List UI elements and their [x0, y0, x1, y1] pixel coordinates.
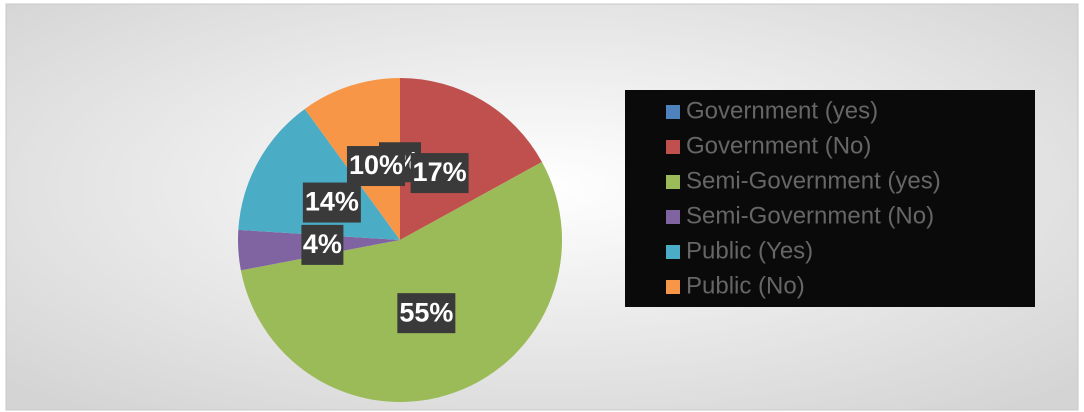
legend-label: Government (No) — [686, 132, 871, 159]
legend-box — [625, 90, 1035, 307]
data-label: 10% — [349, 150, 403, 180]
data-label: 4% — [303, 229, 342, 259]
legend-label: Semi-Government (yes) — [686, 167, 941, 194]
data-label-box — [397, 293, 456, 334]
legend-swatch — [666, 280, 680, 294]
pie-slice — [400, 78, 542, 240]
legend-label: Government (yes) — [686, 97, 878, 124]
legend-swatch — [666, 175, 680, 189]
legend-swatch — [666, 210, 680, 224]
data-label-box — [346, 146, 405, 187]
data-label: 55% — [399, 297, 453, 327]
legend-swatch — [666, 140, 680, 154]
legend-label: Public (Yes) — [686, 237, 813, 264]
legend-label: Semi-Government (No) — [686, 202, 934, 229]
data-label-box — [410, 153, 469, 194]
data-label: 14% — [305, 187, 359, 217]
pie-slice — [240, 161, 563, 402]
legend-swatch — [666, 245, 680, 259]
legend-label: Public (No) — [686, 272, 805, 299]
data-label-box — [301, 224, 344, 265]
legend-swatch — [666, 105, 680, 119]
data-label: 17% — [413, 157, 467, 187]
data-label-box — [302, 182, 361, 223]
